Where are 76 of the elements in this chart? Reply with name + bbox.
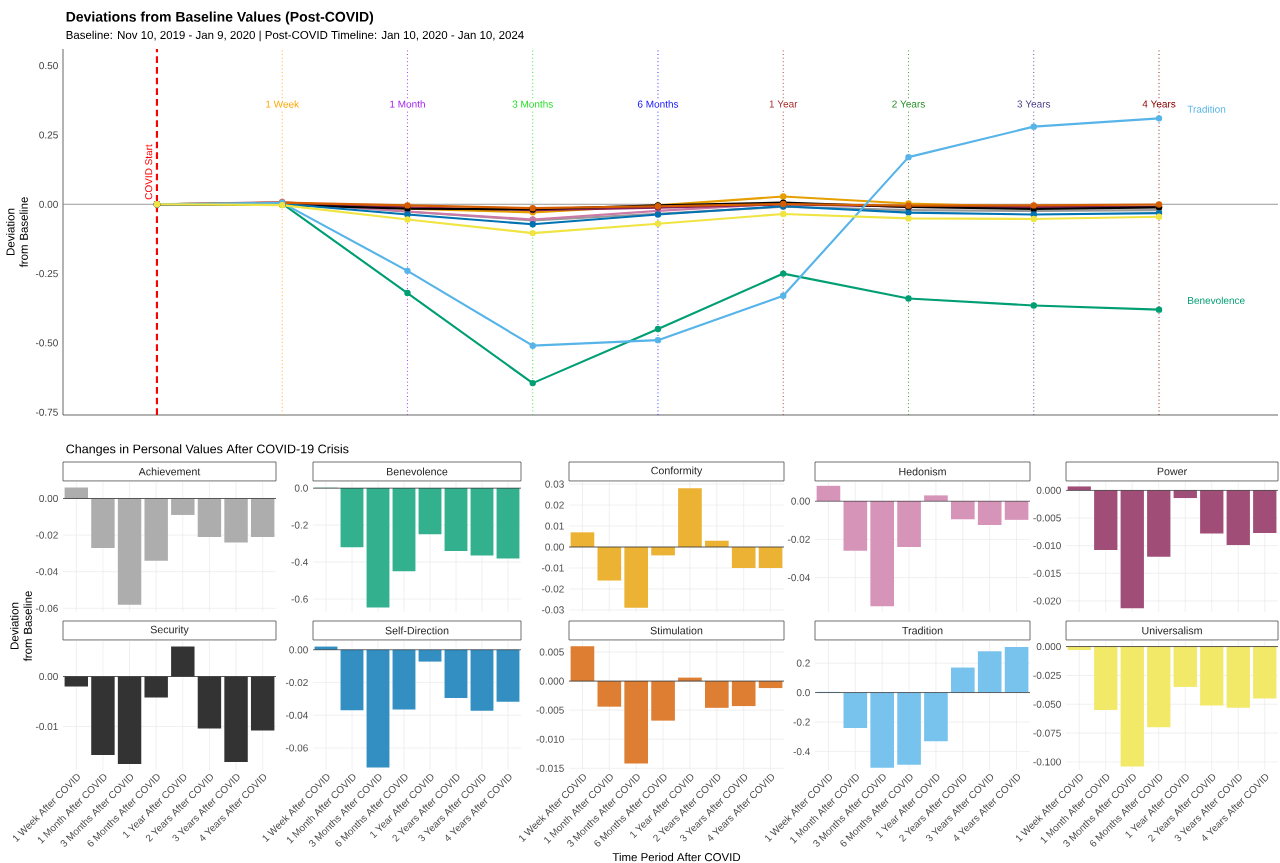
x-tick-label: 2 Years (892, 100, 925, 108)
y-tick-label: 0.000 (539, 677, 564, 685)
y-tick-label: -0.020 (1033, 597, 1061, 605)
x-tick-label: 1 Year (769, 100, 798, 108)
y-tick-label: -0.4 (291, 558, 308, 566)
y-tick-label: -0.075 (1033, 729, 1061, 737)
y-axis-title: Deviation from Baseline (6, 197, 28, 268)
y-tick-label: 0.0 (294, 484, 308, 492)
y-tick-label: 0.00 (791, 497, 810, 505)
y-tick-label: -0.025 (1033, 671, 1061, 679)
text: Changes in Personal Values After COVID-19 Crisis (66, 444, 349, 456)
y-tick-label: -0.06 (35, 604, 58, 612)
chart-title: Deviations from Baseline Values (Post-COVID) (66, 11, 374, 25)
x-tick-label: 4 Years (1142, 100, 1176, 108)
y-tick-label: -0.4 (793, 748, 811, 756)
y-tick-label: 0.25 (39, 131, 58, 139)
y-tick-label: 0.2 (796, 659, 810, 667)
y-tick-label: -0.06 (285, 744, 308, 752)
y-tick-label: -0.010 (536, 735, 564, 743)
chart-title: Power (1157, 467, 1187, 476)
y-tick-label: -0.050 (1033, 700, 1061, 708)
y-tick-label: 0.00 (39, 672, 58, 681)
y-tick-label: -0.2 (291, 521, 308, 529)
y-tick-label: -0.04 (787, 574, 811, 582)
y-tick-label: 0.00 (39, 494, 58, 503)
y-tick-label: -0.015 (536, 764, 564, 772)
x-tick-label: 3 Years (1017, 100, 1051, 108)
y-tick-label: 0.00 (289, 646, 308, 654)
y-tick-label: 0.01 (545, 522, 564, 530)
y-tick-label: 0.03 (545, 480, 564, 488)
y-tick-label: 0.0 (796, 689, 810, 697)
y-tick-label: 0.005 (539, 648, 564, 656)
chart-subtitle: Baseline: Nov 10, 2019 - Jan 9, 2020 | Post-COVID Timeline: Jan 10, 2020 - Jan 10, 2024 (66, 30, 524, 42)
x-tick-label: 1 Week (266, 100, 300, 108)
y-tick-label: -0.100 (1033, 758, 1061, 766)
chart-title: Universalism (1142, 626, 1202, 635)
chart-title: Achievement (138, 467, 201, 476)
y-axis-title: Deviation from Baseline (10, 591, 32, 662)
y-tick-label: 0.00 (545, 543, 564, 551)
y-tick-label: -0.010 (1033, 542, 1061, 550)
y-tick-label: 0.000 (1036, 486, 1061, 494)
text: Benevolence (1188, 296, 1245, 305)
text: Tradition (1187, 105, 1226, 113)
y-tick-label: -0.02 (541, 585, 564, 593)
y-tick-label: -0.6 (291, 595, 308, 603)
y-tick-label: -0.005 (536, 706, 564, 714)
y-tick-label: -0.01 (35, 722, 58, 731)
chart-title: Hedonism (899, 467, 946, 476)
y-tick-label: -0.02 (285, 679, 308, 687)
y-tick-label: -0.03 (541, 606, 564, 614)
y-tick-label: -0.02 (787, 535, 810, 543)
x-axis-title: Time Period After COVID (612, 852, 741, 862)
y-tick-label: -0.04 (35, 568, 58, 576)
y-tick-label: -0.04 (285, 711, 308, 719)
y-tick-label: -0.2 (793, 718, 810, 726)
x-tick-label: 6 Months (637, 100, 679, 108)
x-tick-label: 1 Month (390, 100, 425, 108)
chart-title: Self-Direction (385, 626, 449, 635)
y-tick-label: -0.75 (35, 408, 58, 416)
y-tick-label: -0.015 (1033, 569, 1061, 577)
x-tick-label: 3 Months (512, 100, 553, 108)
x-tick-label: COVID Start (145, 144, 153, 200)
y-tick-label: 0.50 (39, 62, 58, 70)
y-tick-label: 0.000 (1036, 643, 1061, 651)
y-tick-label: -0.25 (35, 270, 58, 278)
chart-title: Security (150, 625, 189, 636)
y-tick-label: -0.005 (1033, 514, 1061, 522)
y-tick-label: -0.01 (541, 564, 564, 572)
y-tick-label: 0.00 (39, 200, 58, 208)
y-tick-label: -0.02 (35, 531, 58, 539)
chart-title: Benevolence (387, 467, 448, 476)
chart-title: Tradition (902, 626, 943, 635)
chart-title: Conformity (651, 466, 703, 477)
y-tick-label: 0.02 (545, 501, 564, 509)
y-tick-label: -0.50 (35, 339, 58, 347)
chart-title: Stimulation (650, 626, 703, 635)
